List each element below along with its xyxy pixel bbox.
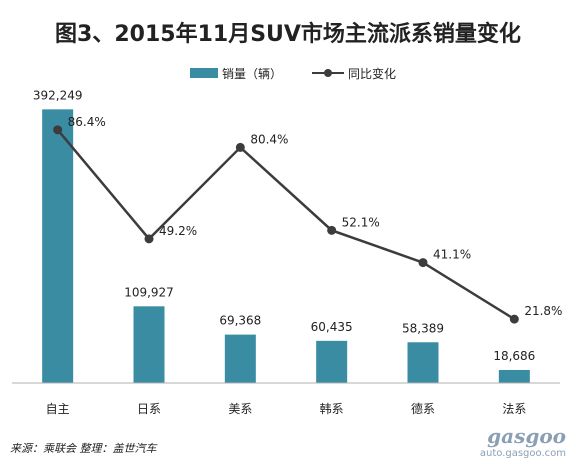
legend-bar-swatch [190,68,218,78]
legend-bar-label: 销量（辆） [222,67,282,81]
source-note: 来源：乘联会 整理：盖世汽车 [10,442,157,455]
chart-title: 图3、2015年11月SUV市场主流派系销量变化 [55,22,521,47]
x-tick-label-4: 德系 [411,401,435,416]
bar-value-label-2: 69,368 [219,314,261,328]
bar-value-label-0: 392,249 [33,88,83,102]
line-point-5 [509,314,519,324]
bar-value-label-4: 58,389 [402,321,444,335]
bar-value-label-3: 60,435 [311,320,353,334]
bar-value-label-1: 109,927 [124,285,174,299]
line-point-0 [53,125,63,135]
bar-5 [498,369,530,383]
x-tick-label-0: 自主 [46,402,70,416]
line-point-2 [235,142,245,152]
line-value-label-0: 86.4% [68,115,106,129]
watermark: gasgoo auto.gasgoo.com [480,424,566,459]
line-point-3 [327,225,337,235]
bar-value-label-5: 18,686 [493,349,535,363]
bar-2 [224,334,256,383]
bar-0 [42,109,74,384]
line-point-4 [418,258,428,268]
legend-line-label: 同比变化 [348,66,396,81]
legend: 销量（辆） 同比变化 [190,66,396,81]
trend-line [56,129,515,321]
line-value-label-4: 41.1% [433,248,471,262]
line-value-label-5: 21.8% [524,304,562,318]
line-value-label-1: 49.2% [159,224,197,238]
x-tick-label-1: 日系 [137,402,161,416]
line-point-1 [144,234,154,244]
legend-line-marker [324,69,332,77]
bar-4 [407,342,439,383]
x-tick-label-3: 韩系 [320,401,344,416]
line-value-label-3: 52.1% [342,215,380,229]
line-value-label-2: 80.4% [250,132,288,146]
bar-3 [316,340,348,383]
watermark-url: auto.gasgoo.com [479,448,566,459]
x-tick-label-2: 美系 [228,402,252,416]
bar-1 [133,306,165,383]
gasgoo-logo: gasgoo [487,424,566,448]
x-tick-label-5: 法系 [502,402,526,416]
